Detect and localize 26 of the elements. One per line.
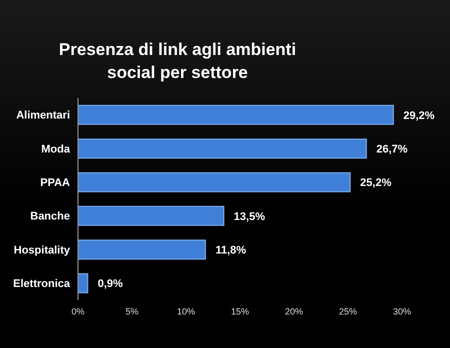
y-tick-label: Banche xyxy=(30,210,70,223)
x-tick-label: 0% xyxy=(71,306,85,316)
bar xyxy=(78,240,206,260)
bar xyxy=(78,104,394,125)
data-label: 29,2% xyxy=(403,110,435,122)
bar xyxy=(78,172,351,192)
y-tick-label: Hospitality xyxy=(14,244,71,256)
y-tick-label: Elettronica xyxy=(13,278,71,290)
x-tick-label: 20% xyxy=(284,306,304,316)
x-tick-label: 30% xyxy=(392,306,412,316)
bar xyxy=(78,138,367,159)
y-tick-label: Alimentari xyxy=(16,110,70,122)
data-label: 0,9% xyxy=(98,278,124,290)
bar xyxy=(78,206,224,226)
chart-title: Presenza di link agli ambienti social per settore xyxy=(58,39,298,84)
y-tick-label: Moda xyxy=(41,143,71,156)
bar xyxy=(78,273,88,294)
x-tick-label: 5% xyxy=(125,306,139,316)
data-label: 13,5% xyxy=(234,210,266,223)
y-tick-label: PPAA xyxy=(40,177,70,190)
x-tick-label: 15% xyxy=(230,306,250,316)
data-label: 25,2% xyxy=(360,177,392,190)
x-tick-label: 10% xyxy=(176,306,196,316)
data-label: 11,8% xyxy=(215,244,246,256)
data-label: 26,7% xyxy=(376,143,408,156)
x-tick-label: 25% xyxy=(338,306,358,316)
